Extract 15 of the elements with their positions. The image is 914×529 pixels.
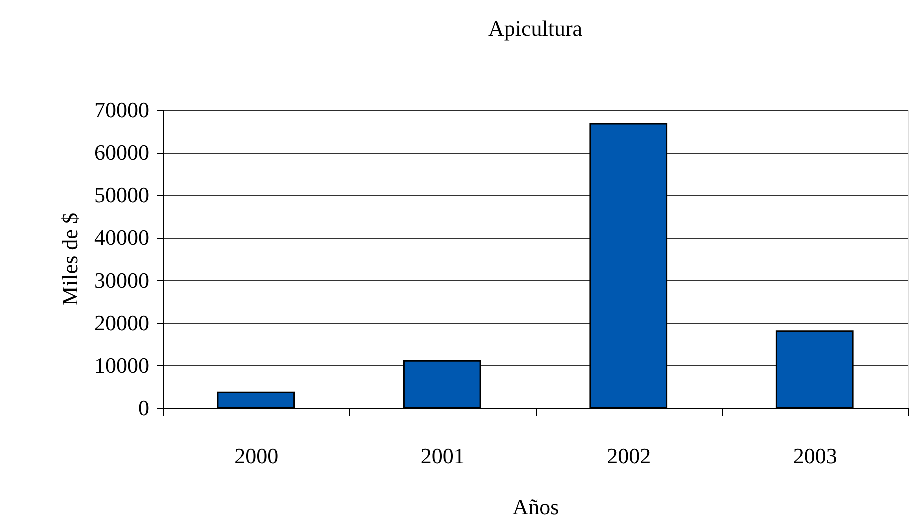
- y-tick-label: 30000: [94, 268, 150, 293]
- y-tick-label: 40000: [94, 225, 150, 250]
- x-axis-title: Años: [512, 494, 560, 520]
- x-tick-label: 2002: [607, 444, 652, 468]
- y-tick-label: 50000: [94, 182, 150, 208]
- y-tick-label: 70000: [94, 98, 150, 122]
- y-axis-title: Miles de $: [58, 213, 82, 306]
- x-tick-label: 2001: [420, 444, 465, 468]
- y-tick-label: 10000: [94, 352, 150, 378]
- y-tick-label: 20000: [94, 310, 150, 336]
- y-tick-label: 60000: [94, 140, 150, 166]
- y-tick-label: 0: [138, 396, 150, 420]
- x-tick-label: 2000: [234, 444, 279, 468]
- chart-title: Apicultura: [488, 16, 583, 41]
- x-tick-label: 2003: [793, 444, 838, 468]
